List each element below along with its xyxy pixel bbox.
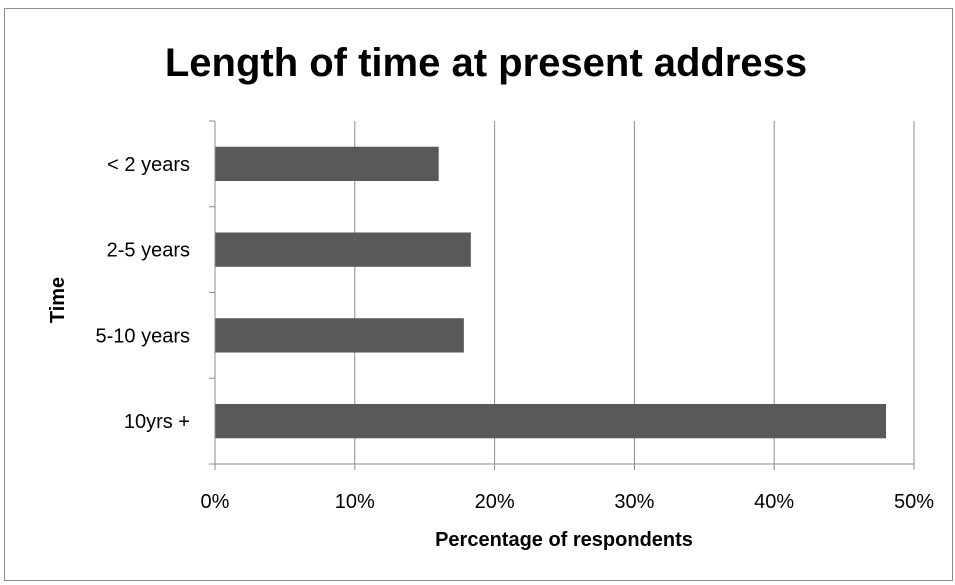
x-tick-label: 50%: [894, 491, 934, 513]
x-tick-label: 40%: [754, 491, 794, 513]
x-tick-label: 20%: [475, 491, 515, 513]
y-axis-title: Time: [47, 277, 69, 323]
y-tick-label: 10yrs +: [124, 411, 190, 433]
bar: [215, 232, 471, 267]
bar: [215, 146, 439, 182]
bars: [215, 146, 887, 439]
bar: [215, 318, 464, 353]
x-tick-label: 10%: [335, 491, 375, 513]
x-tick-label: 30%: [614, 491, 654, 513]
chart-title: Length of time at present address: [165, 41, 807, 85]
tick-labels: 0% 10% 20% 30% 40% 50% < 2 years 2-5 years 5-10 …: [96, 154, 935, 513]
y-tick-label: 2-5 years: [107, 240, 190, 262]
y-tick-label: < 2 years: [107, 154, 190, 176]
x-axis-title: Percentage of respondents: [435, 529, 693, 551]
x-tick-label: 0%: [201, 491, 230, 513]
axes: [209, 120, 915, 470]
bar: [215, 403, 887, 439]
y-tick-label: 5-10 years: [96, 325, 191, 347]
bar-chart: Length of time at present address Percen…: [47, 41, 935, 551]
chart-frame: Length of time at present address Percen…: [4, 8, 953, 581]
